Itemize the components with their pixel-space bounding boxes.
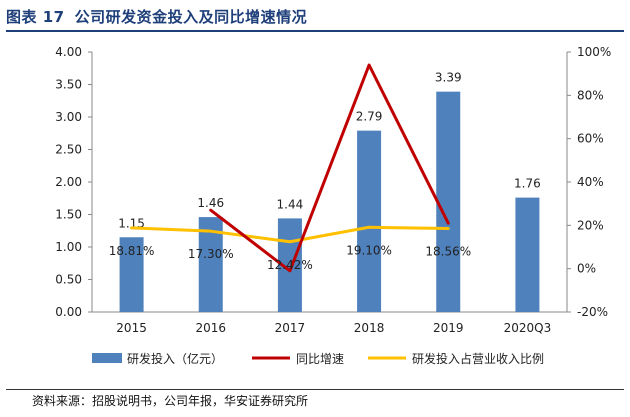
x-tick-label: 2016 xyxy=(195,321,226,335)
bar xyxy=(436,91,461,313)
ratio-value-label: 12.42% xyxy=(267,258,313,272)
source-note: 资料来源：招股说明书，公司年报，华安证券研究所 xyxy=(32,394,309,408)
left-tick-label: 1.00 xyxy=(55,240,82,254)
bar-value-label: 1.46 xyxy=(197,196,224,210)
ratio-line xyxy=(130,225,450,244)
x-tick-label: 2019 xyxy=(433,321,464,335)
bar xyxy=(515,197,540,312)
left-tick-label: 4.00 xyxy=(55,45,82,59)
left-tick-label: 2.50 xyxy=(55,143,82,157)
ratio-value-label: 17.30% xyxy=(188,247,234,261)
bar-value-label: 1.44 xyxy=(277,197,304,211)
x-tick-label: 2017 xyxy=(275,321,306,335)
right-tick-label: -20% xyxy=(577,305,608,319)
right-tick-label: 0% xyxy=(577,262,596,276)
bar-value-label: 2.79 xyxy=(356,110,383,124)
right-tick-label: 20% xyxy=(577,218,604,232)
bar xyxy=(357,130,382,312)
figure-title: 公司研发资金投入及同比增速情况 xyxy=(74,8,308,26)
left-tick-label: 1.50 xyxy=(55,208,82,222)
legend-swatch-bar xyxy=(92,353,122,363)
bar-value-label: 1.76 xyxy=(514,177,541,191)
legend-label-bar: 研发投入（亿元） xyxy=(127,351,223,366)
ratio-value-label: 18.56% xyxy=(425,244,471,258)
right-tick-label: 40% xyxy=(577,175,604,189)
chart-title: 图表 17 公司研发资金投入及同比增速情况 xyxy=(6,6,317,27)
left-tick-label: 2.00 xyxy=(55,175,82,189)
legend-label-growth: 同比增速 xyxy=(296,352,344,366)
right-tick-label: 100% xyxy=(577,45,611,59)
footer-rule xyxy=(6,389,624,390)
x-tick-label: 2020Q3 xyxy=(504,321,552,335)
ratio-value-label: 18.81% xyxy=(109,244,155,258)
x-tick-label: 2018 xyxy=(354,321,385,335)
figure-number: 图表 17 xyxy=(6,8,65,26)
growth-line xyxy=(209,63,450,273)
title-rule xyxy=(6,30,624,32)
right-tick-label: 60% xyxy=(577,132,604,146)
ratio-value-label: 19.10% xyxy=(346,243,392,257)
left-tick-label: 3.50 xyxy=(55,78,82,92)
bar-value-label: 3.39 xyxy=(435,71,462,85)
bar xyxy=(119,237,144,312)
legend-label-ratio: 研发投入占营业收入比例 xyxy=(412,351,544,366)
left-tick-label: 0.50 xyxy=(55,273,82,287)
right-tick-label: 80% xyxy=(577,88,604,102)
left-tick-label: 3.00 xyxy=(55,110,82,124)
x-tick-label: 2015 xyxy=(116,321,147,335)
left-tick-label: 0.00 xyxy=(55,305,82,319)
